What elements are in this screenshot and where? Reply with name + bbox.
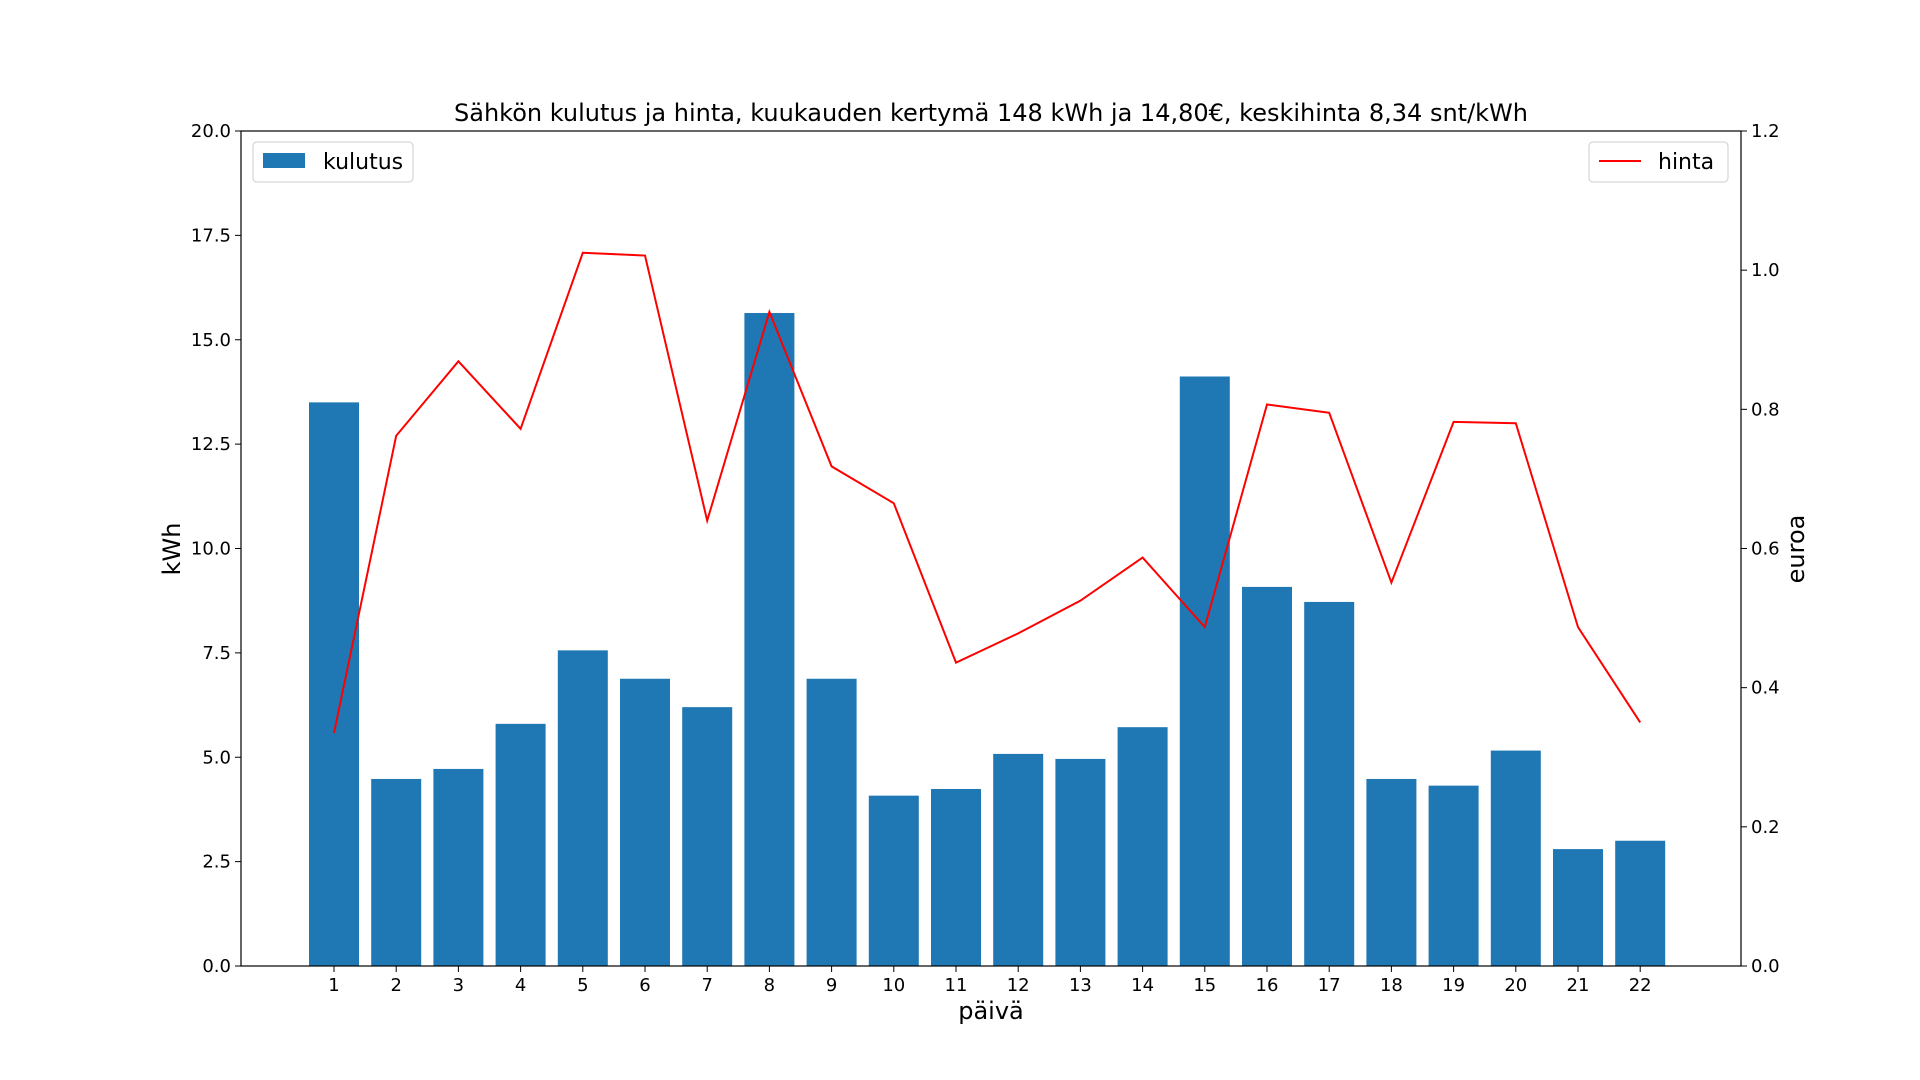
x-tick-label: 4 — [515, 975, 526, 996]
y-tick-label: 20.0 — [191, 121, 231, 142]
x-tick-label: 11 — [945, 975, 968, 996]
bar-day-14 — [1117, 727, 1168, 966]
bar-series — [309, 313, 1666, 966]
x-tick-label: 16 — [1256, 975, 1279, 996]
x-tick-label: 6 — [639, 975, 650, 996]
x-tick-label: 1 — [328, 975, 339, 996]
y-tick-label: 7.5 — [202, 643, 231, 664]
y2-tick-label: 0.2 — [1751, 817, 1780, 838]
legend-bars: kulutus — [252, 141, 414, 183]
bar-day-8 — [744, 313, 795, 966]
bar-day-19 — [1428, 785, 1479, 966]
y-tick-label: 0.0 — [202, 956, 231, 977]
legend-bars-swatch — [263, 153, 305, 168]
x-tick-label: 5 — [577, 975, 588, 996]
bar-day-6 — [620, 678, 670, 966]
y2-tick-label: 0.6 — [1751, 539, 1780, 560]
y-axis-label: kWh — [158, 523, 186, 576]
bar-day-22 — [1615, 840, 1666, 966]
x-tick-label: 17 — [1318, 975, 1341, 996]
bar-day-18 — [1366, 778, 1417, 966]
x-axis-label: päivä — [958, 997, 1024, 1025]
y2-tick-label: 1.2 — [1751, 121, 1780, 142]
bar-day-20 — [1490, 750, 1541, 966]
bar-day-11 — [931, 788, 981, 966]
y-tick-label: 17.5 — [191, 225, 231, 246]
bar-day-2 — [371, 778, 422, 966]
y-tick-label: 5.0 — [202, 747, 231, 768]
hinta-line — [333, 251, 1642, 734]
bar-day-9 — [806, 678, 857, 966]
x-tick-label: 21 — [1567, 975, 1590, 996]
x-tick-label: 2 — [390, 975, 401, 996]
y2-tick-label: 0.8 — [1751, 399, 1780, 420]
y2-tick-label: 0.4 — [1751, 678, 1780, 699]
x-tick-label: 18 — [1380, 975, 1403, 996]
x-tick-label: 8 — [764, 975, 775, 996]
y-tick-label: 12.5 — [191, 434, 231, 455]
y-tick-label: 2.5 — [202, 852, 231, 873]
legend-line-frame — [1588, 141, 1729, 183]
y-tick-label: 10.0 — [191, 539, 231, 560]
bar-day-12 — [993, 753, 1044, 966]
bar-day-13 — [1055, 758, 1106, 966]
x-axis: 1 2 3 4 5 6 7 8 9 10 11 12 13 14 15 16 17 18 19 20 21 22 — [328, 966, 1652, 996]
x-tick-label: 13 — [1069, 975, 1092, 996]
x-tick-label: 3 — [453, 975, 464, 996]
legend-bars-frame — [252, 141, 414, 183]
line-series — [333, 251, 1642, 734]
bar-day-17 — [1304, 601, 1355, 966]
bar-day-10 — [868, 795, 919, 966]
x-tick-label: 19 — [1442, 975, 1465, 996]
x-tick-label: 12 — [1007, 975, 1030, 996]
bar-day-4 — [495, 723, 546, 966]
legend-line-label: hinta — [1658, 150, 1714, 175]
y-axis-right: 0.0 0.2 0.4 0.6 0.8 1.0 1.2 — [1741, 121, 1780, 977]
bar-day-21 — [1553, 849, 1603, 966]
x-tick-label: 9 — [826, 975, 837, 996]
bar-day-16 — [1242, 586, 1292, 966]
x-tick-label: 15 — [1193, 975, 1216, 996]
chart-title: Sähkön kulutus ja hinta, kuukauden kerty… — [454, 99, 1528, 127]
y-axis-left: 0.0 2.5 5.0 7.5 10.0 12.5 15.0 17.5 20.0 — [191, 121, 241, 977]
y2-tick-label: 0.0 — [1751, 956, 1780, 977]
x-tick-label: 10 — [882, 975, 905, 996]
legend-bars-label: kulutus — [323, 150, 403, 175]
x-tick-label: 14 — [1131, 975, 1154, 996]
y2-tick-label: 1.0 — [1751, 260, 1780, 281]
legend-line: hinta — [1588, 141, 1729, 183]
y2-axis-label: euroa — [1782, 515, 1810, 584]
bar-day-1 — [309, 402, 359, 966]
bar-day-3 — [433, 768, 484, 966]
bar-day-7 — [682, 707, 733, 966]
x-tick-label: 22 — [1629, 975, 1652, 996]
y-tick-label: 15.0 — [191, 330, 231, 351]
x-tick-label: 7 — [701, 975, 712, 996]
x-tick-label: 20 — [1504, 975, 1527, 996]
bar-day-15 — [1179, 376, 1230, 966]
bar-day-5 — [557, 650, 608, 966]
